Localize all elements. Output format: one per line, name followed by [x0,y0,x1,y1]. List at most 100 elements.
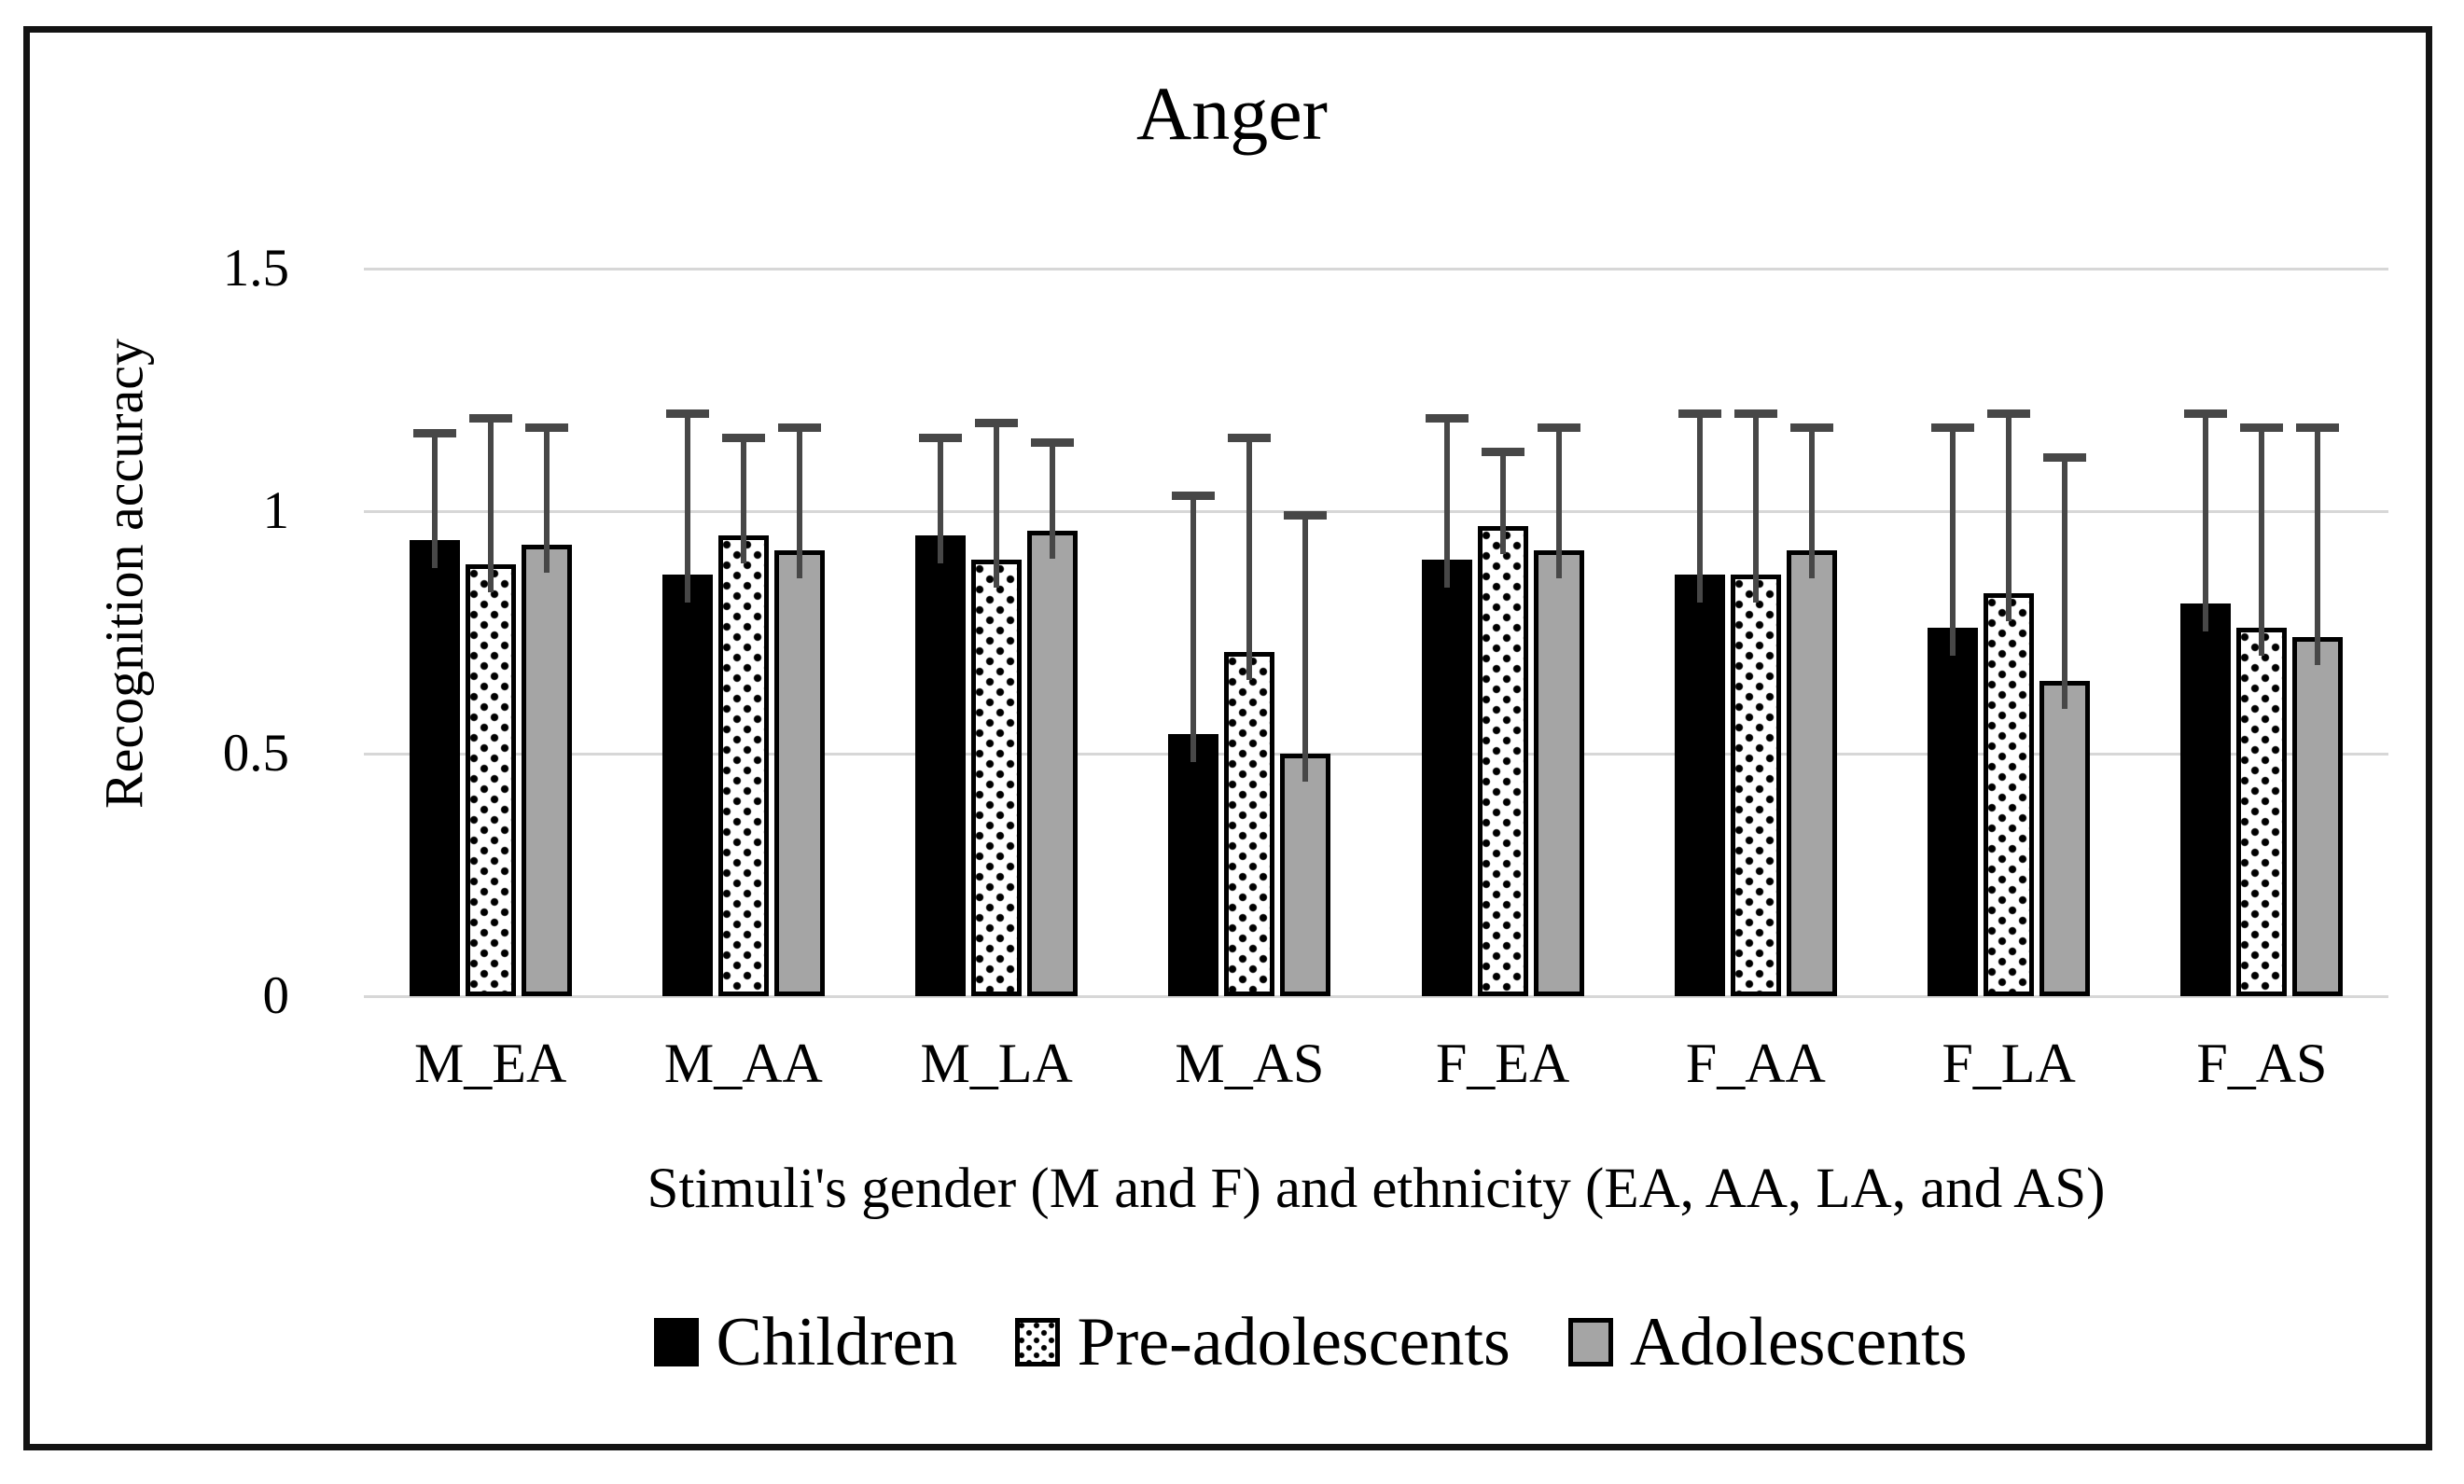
error-bar-cap [1481,448,1524,457]
error-bar-cap [1031,438,1075,448]
error-bar-adolescents-M_AA [777,423,821,578]
bar-adolescents-M_AS [1280,754,1331,996]
error-bar-children-M_LA [919,433,963,563]
bar-adolescents-M_LA [1027,530,1079,996]
error-bar-children-M_AA [665,409,709,603]
error-bar-adolescents-F_AS [2296,423,2340,666]
error-bar-pre-adolescents-M_AS [1228,433,1272,680]
error-bar-cap [919,433,963,442]
bar-adolescents-F_AS [2292,637,2344,996]
bar-children-M_AS [1168,734,1219,996]
bar-slot-pre-adolescents-M_AS [1224,433,1275,996]
bar-slot-children-M_EA [409,428,460,996]
error-bar-cap [2043,452,2087,462]
bar-slot-pre-adolescents-M_EA [465,414,516,996]
bar-children-M_AA [661,574,713,996]
error-bar-cap [1425,414,1469,423]
error-bar-cap [2240,423,2284,433]
bar-children-M_LA [915,535,967,996]
error-bar-cap [1931,423,1975,433]
error-bar-pre-adolescents-M_AA [721,433,765,563]
error-bar-cap [721,433,765,442]
bar-children-M_EA [409,540,460,996]
legend-item-pre-adolescents: Pre-adolescents [1015,1302,1510,1382]
bar-slot-adolescents-F_AA [1786,423,1837,996]
error-bar-adolescents-M_EA [524,423,568,574]
error-bar-cap [1987,409,2031,418]
bar-slot-pre-adolescents-F_EA [1477,448,1528,996]
x-tick-label-F_LA: F_LA [1942,1033,2076,1094]
x-tick-label-F_AA: F_AA [1685,1033,1826,1094]
error-bar-cap [1733,409,1777,418]
y-tick-label-0: 0 [262,966,290,1025]
error-bar-children-F_LA [1931,423,1975,656]
legend-swatch-solid-gray [1567,1318,1613,1366]
bar-group-M_EA [364,177,617,996]
bar-group-M_AA [617,177,870,996]
bar-group-F_AS [2136,177,2388,996]
error-bar-cap [1537,423,1580,433]
y-tick-label-1.5: 1.5 [222,239,289,298]
error-bar-children-F_EA [1425,414,1469,588]
error-bar-cap [2184,409,2228,418]
bar-pre-adolescents-M_AA [717,535,769,996]
y-tick-label-0.5: 0.5 [222,724,289,783]
bar-pre-adolescents-F_EA [1477,525,1528,996]
bar-slot-pre-adolescents-F_AS [2236,423,2288,996]
error-bar-cap [1284,511,1328,520]
error-bar-pre-adolescents-M_LA [975,419,1019,588]
error-bar-cap [665,409,709,418]
bar-pre-adolescents-M_LA [971,560,1023,996]
bar-slot-children-M_AA [661,409,713,996]
bar-pre-adolescents-F_AS [2236,627,2288,996]
error-bar-cap [1228,433,1272,442]
bar-pre-adolescents-F_LA [1984,593,2035,996]
bar-slot-children-F_LA [1928,423,1979,996]
error-bar-cap [1172,492,1216,501]
bar-slot-adolescents-M_AS [1280,511,1331,996]
error-bar-adolescents-M_AS [1284,511,1328,782]
y-tick-label-1: 1 [262,481,290,540]
bar-children-F_AS [2180,603,2232,996]
bar-slot-adolescents-M_EA [521,423,572,996]
legend-label: Adolescents [1629,1304,1968,1380]
bar-children-F_EA [1421,560,1472,996]
error-bar-children-M_EA [412,428,456,569]
bar-adolescents-M_AA [773,549,825,996]
gridline-1.5 [364,268,2388,270]
bar-slot-children-F_AA [1674,409,1725,996]
x-tick-label-F_AS: F_AS [2196,1033,2328,1094]
error-bar-children-F_AS [2184,409,2228,631]
gridline-0 [364,995,2388,998]
x-tick-label-M_AA: M_AA [663,1033,823,1094]
x-tick-label-M_EA: M_EA [413,1033,567,1094]
error-bar-adolescents-F_LA [2043,452,2087,709]
bar-slot-pre-adolescents-F_AA [1730,409,1781,996]
error-bar-cap [975,419,1019,428]
legend-item-children: Children [654,1302,957,1382]
bar-slot-adolescents-M_AA [773,423,825,996]
legend-label: Pre-adolescents [1077,1304,1510,1380]
error-bar-cap [468,414,512,423]
x-tick-label-M_AS: M_AS [1175,1033,1325,1094]
bar-pre-adolescents-M_EA [465,564,516,996]
bar-group-F_LA [1883,177,2136,996]
bar-slot-children-F_EA [1421,414,1472,996]
legend: Children Pre-adolescents Adolescents [299,1302,2323,1382]
bar-group-M_LA [870,177,1123,996]
plot-area [364,177,2388,998]
error-bar-cap [1677,409,1721,418]
gridline-1 [364,510,2388,513]
bar-slot-adolescents-F_AS [2292,423,2344,996]
bar-slot-pre-adolescents-M_AA [717,433,769,996]
error-bar-children-F_AA [1677,409,1721,603]
error-bar-cap [1789,423,1833,433]
bar-children-F_LA [1928,627,1979,996]
legend-label: Children [716,1304,958,1380]
figure-frame [23,26,2432,1450]
bar-group-M_AS [1123,177,1376,996]
bar-adolescents-M_EA [521,545,572,996]
error-bar-cap [2296,423,2340,433]
bar-group-F_EA [1376,177,1629,996]
error-bar-children-M_AS [1172,492,1216,763]
